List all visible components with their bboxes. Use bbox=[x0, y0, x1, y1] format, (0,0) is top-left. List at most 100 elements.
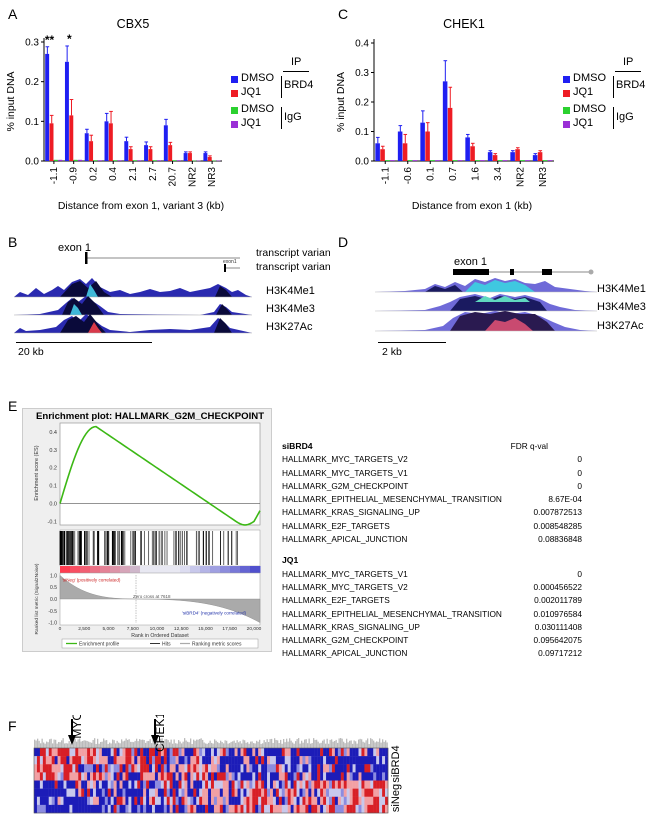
exon-marker-small bbox=[224, 264, 226, 272]
heatmap-cell bbox=[154, 748, 159, 757]
heatmap-cell bbox=[152, 788, 156, 797]
heatmap-cell bbox=[314, 788, 318, 797]
heatmap-cell bbox=[308, 748, 312, 757]
heatmap-cell bbox=[93, 796, 97, 806]
heatmap-bar bbox=[188, 742, 190, 748]
heatmap-cell bbox=[264, 756, 268, 765]
heatmap-cell bbox=[131, 780, 135, 789]
heatmap-cell bbox=[42, 756, 46, 765]
bar bbox=[442, 81, 448, 161]
heatmap-cell bbox=[122, 748, 126, 757]
heatmap-cell bbox=[355, 764, 359, 773]
heatmap-cell bbox=[305, 756, 309, 765]
heatmap-bar bbox=[383, 741, 385, 748]
bar bbox=[157, 160, 162, 161]
heatmap-cell bbox=[337, 772, 341, 781]
heatmap-cell bbox=[270, 788, 274, 797]
heatmap-cell bbox=[208, 804, 212, 814]
heatmap-bar bbox=[104, 740, 106, 748]
heatmap-bar bbox=[170, 739, 172, 748]
heatmap-cell bbox=[275, 780, 280, 789]
heatmap-cell bbox=[323, 788, 327, 797]
heatmap-cell bbox=[213, 764, 218, 773]
gsea-term: HALLMARK_MYC_TARGETS_V1 bbox=[282, 467, 408, 478]
heatmap-cell bbox=[258, 772, 262, 781]
heatmap-cell bbox=[45, 764, 49, 773]
rank-tick-label: 0.0 bbox=[50, 597, 57, 603]
heatmap-cell bbox=[163, 804, 167, 814]
heatmap-cell bbox=[119, 804, 123, 814]
heatmap-cell bbox=[308, 788, 312, 797]
heatmap-cell bbox=[190, 756, 194, 765]
heatmap-cell bbox=[334, 796, 339, 806]
heatmap-cell bbox=[376, 804, 380, 814]
heatmap-bar bbox=[227, 743, 229, 748]
bar bbox=[124, 141, 129, 161]
heatmap-cell bbox=[287, 748, 291, 757]
heatmap-cell bbox=[317, 748, 321, 757]
heatmap-cell bbox=[42, 788, 46, 797]
heatmap-cell bbox=[42, 804, 46, 814]
heatmap-cell bbox=[284, 788, 288, 797]
heatmap-cell bbox=[184, 748, 188, 757]
heatmap-cell bbox=[349, 772, 353, 781]
heatmap-cell bbox=[323, 772, 327, 781]
heatmap-cell bbox=[157, 764, 162, 773]
heatmap-cell bbox=[152, 772, 156, 781]
gsea-term: HALLMARK_G2M_CHECKPOINT bbox=[282, 635, 409, 646]
heatmap-cell bbox=[376, 796, 380, 806]
heatmap-cell bbox=[146, 780, 150, 789]
heatmap-cell bbox=[128, 748, 132, 757]
legend-label-dmso-igg: DMSO bbox=[573, 103, 606, 115]
x-tick-label: -1.1 bbox=[380, 167, 391, 185]
heatmap-cell bbox=[370, 804, 374, 814]
heatmap-cell bbox=[385, 756, 389, 765]
heatmap-cell bbox=[42, 796, 46, 806]
heatmap-cell bbox=[90, 764, 94, 773]
heatmap-cell bbox=[208, 748, 212, 757]
heatmap-cell bbox=[90, 788, 94, 797]
heatmap-cell bbox=[113, 748, 117, 757]
gsea-spacer bbox=[282, 546, 582, 554]
heatmap-cell bbox=[376, 756, 380, 765]
heatmap-bar bbox=[128, 739, 130, 748]
heatmap-cell bbox=[379, 772, 383, 781]
genome-tracks-b: exon 1 exon1 transcript variant 3 transc… bbox=[14, 242, 330, 334]
heatmap-bar bbox=[190, 738, 192, 748]
heatmap-cell bbox=[45, 772, 49, 781]
heatmap-cell bbox=[355, 804, 359, 814]
heatmap-bar bbox=[47, 742, 49, 748]
heatmap-cell bbox=[199, 764, 203, 773]
rank-color-band bbox=[240, 566, 251, 573]
heatmap-bar bbox=[359, 738, 361, 748]
heatmap-cell bbox=[160, 748, 164, 757]
heatmap-cell bbox=[219, 764, 223, 773]
heatmap-bar bbox=[350, 740, 352, 748]
heatmap-cell bbox=[131, 772, 135, 781]
heatmap-cell bbox=[187, 764, 191, 773]
heatmap-cell bbox=[305, 796, 309, 806]
bar bbox=[89, 141, 94, 161]
heatmap-bar bbox=[248, 743, 250, 748]
heatmap-cell bbox=[149, 788, 153, 797]
heatmap-cell bbox=[57, 780, 61, 789]
heatmap-cell bbox=[346, 796, 350, 806]
heatmap-cell bbox=[181, 748, 185, 757]
heatmap-cell bbox=[243, 756, 247, 765]
heatmap-bar bbox=[232, 741, 234, 748]
heatmap-cell bbox=[296, 764, 300, 773]
bar bbox=[104, 121, 109, 161]
heatmap-cell bbox=[154, 804, 159, 814]
heatmap-bar bbox=[293, 743, 295, 748]
heatmap-cell bbox=[258, 764, 262, 773]
heatmap-cell bbox=[364, 804, 368, 814]
heatmap-cell bbox=[101, 764, 105, 773]
heatmap-cell bbox=[346, 780, 350, 789]
heatmap-cell bbox=[75, 780, 79, 789]
heatmap-bar bbox=[241, 743, 243, 748]
heatmap-cell bbox=[134, 788, 138, 797]
heatmap-cell bbox=[178, 772, 182, 781]
heatmap-cell bbox=[379, 756, 383, 765]
enrichment-profile-line bbox=[59, 425, 261, 526]
bar bbox=[412, 160, 418, 161]
